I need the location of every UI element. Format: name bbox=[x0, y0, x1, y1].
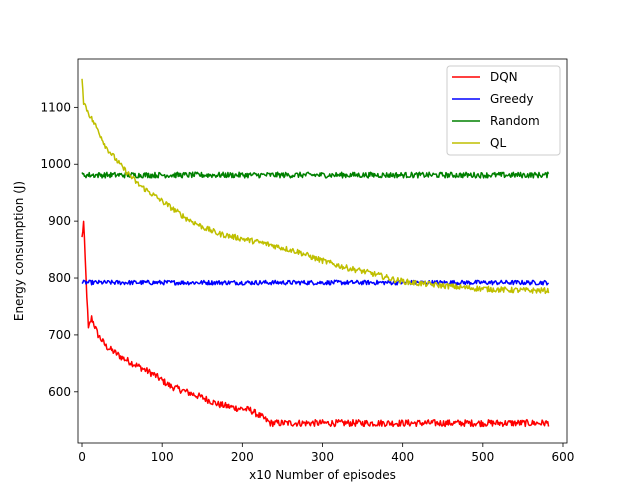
legend-label-random: Random bbox=[490, 114, 540, 128]
y-tick-label: 700 bbox=[48, 328, 71, 342]
series-line-dqn bbox=[81, 220, 550, 428]
y-tick-label: 800 bbox=[48, 271, 71, 285]
series-line-random bbox=[81, 171, 550, 179]
x-tick-label: 500 bbox=[471, 450, 494, 464]
x-tick-label: 400 bbox=[391, 450, 414, 464]
legend: DQN Greedy Random QL bbox=[446, 65, 561, 156]
x-tick-label: 100 bbox=[151, 450, 174, 464]
y-axis-ticks: 600 700 800 900 1000 1100 bbox=[40, 100, 78, 399]
series-lines bbox=[81, 78, 550, 428]
series-line-ql bbox=[81, 78, 550, 295]
legend-box bbox=[446, 65, 561, 156]
y-tick-label: 900 bbox=[48, 214, 71, 228]
y-axis-title: Energy consumption (J) bbox=[12, 181, 26, 321]
series-line-greedy bbox=[81, 279, 550, 286]
x-axis-title: x10 Number of episodes bbox=[249, 468, 396, 482]
x-tick-label: 600 bbox=[552, 450, 575, 464]
x-tick-label: 300 bbox=[311, 450, 334, 464]
x-tick-label: 200 bbox=[231, 450, 254, 464]
legend-label-greedy: Greedy bbox=[490, 92, 533, 106]
y-tick-label: 1000 bbox=[40, 157, 71, 171]
y-tick-label: 1100 bbox=[40, 100, 71, 114]
y-tick-label: 600 bbox=[48, 385, 71, 399]
legend-label-ql: QL bbox=[490, 136, 506, 150]
x-tick-label: 0 bbox=[78, 450, 86, 464]
x-axis-ticks: 0 100 200 300 400 500 600 bbox=[78, 443, 574, 464]
legend-label-dqn: DQN bbox=[490, 70, 518, 84]
